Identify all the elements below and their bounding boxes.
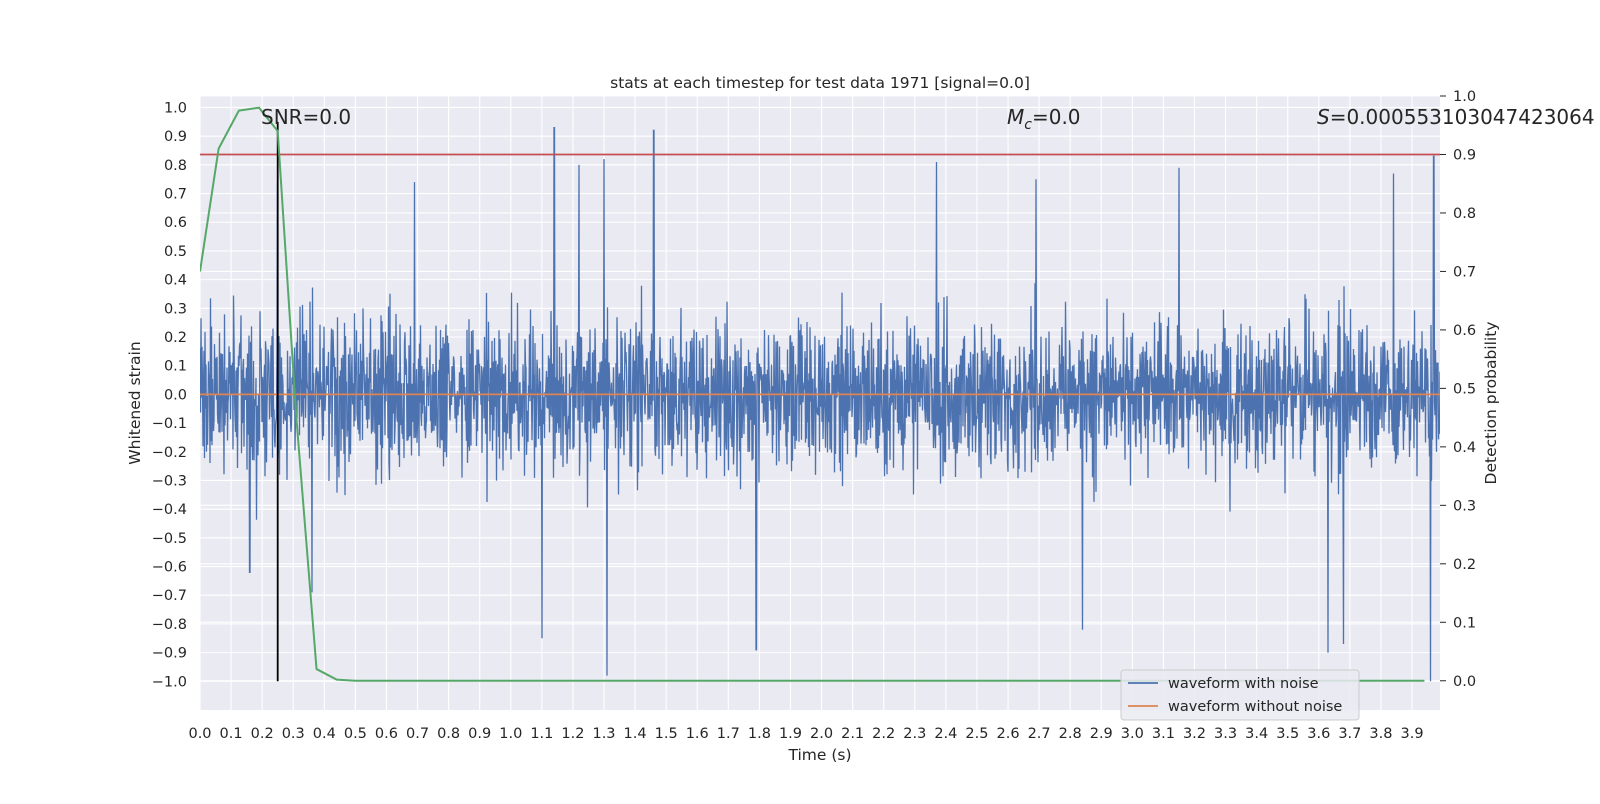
y-tick-label: 0.4 [164,273,187,289]
x-tick-label: 1.9 [779,726,802,742]
x-tick-label: 1.4 [624,726,647,742]
x-tick-label: 2.0 [810,726,833,742]
x-tick-label: 0.5 [344,726,367,742]
x-tick-label: 2.8 [1059,726,1082,742]
legend-label-noise: waveform with noise [1168,676,1319,692]
y-right-axis-label: Detection probability [1482,322,1500,485]
x-tick-label: 2.7 [1028,726,1051,742]
y-tick-label: 0.5 [164,244,187,260]
y-tick-label: −0.4 [152,502,187,518]
x-tick-label: 0.8 [437,726,460,742]
chirp-mass-value: =0.0 [1032,105,1081,129]
y-tick-label: −0.8 [152,617,187,633]
y-tick-label: −0.6 [152,560,187,576]
y-tick-label: 0.7 [164,187,187,203]
x-tick-label: 1.5 [655,726,678,742]
x-tick-label: 2.4 [934,726,957,742]
x-tick-label: 3.9 [1400,726,1423,742]
x-tick-label: 3.6 [1307,726,1330,742]
x-tick-label: 1.2 [561,726,584,742]
y-right-tick-label: 0.6 [1453,323,1476,339]
y-right-tick-label: 0.0 [1453,674,1476,690]
y-tick-label: 1.0 [164,100,187,116]
x-tick-label: 3.2 [1183,726,1206,742]
x-tick-label: 0.2 [251,726,274,742]
y-tick-label: 0.2 [164,330,187,346]
y-tick-label: 0.6 [164,215,187,231]
y-tick-label: 0.0 [164,387,187,403]
x-tick-label: 1.7 [717,726,740,742]
x-tick-label: 0.4 [313,726,336,742]
y-right-tick-labels: 1.0 0.9 0.8 0.7 0.6 0.5 0.4 0.3 0.2 0.1 0.0 [1440,89,1476,690]
x-tick-label: 0.3 [282,726,305,742]
x-tick-label: 2.2 [872,726,895,742]
chirp-mass-symbol: M [1007,105,1024,129]
y-right-tick-label: 0.7 [1453,264,1476,280]
snr-annotation: SNR=0.0 [261,105,351,129]
x-tick-label: 2.5 [965,726,988,742]
y-right-tick-label: 0.1 [1453,615,1476,631]
y-tick-label: −0.9 [152,646,187,662]
x-tick-label: 0.1 [220,726,243,742]
y-axis-label: Whitened strain [126,341,144,464]
y-tick-label: −0.5 [152,531,187,547]
x-tick-label: 0.0 [188,726,211,742]
y-right-tick-label: 1.0 [1453,89,1476,105]
x-tick-label: 3.4 [1245,726,1268,742]
legend-box [1120,669,1360,721]
x-tick-label: 0.6 [375,726,398,742]
s-annotation: S=0.000553103047423064 [1317,105,1595,129]
y-right-tick-label: 0.2 [1453,557,1476,573]
plot-series [200,106,1440,682]
x-tick-label: 1.6 [686,726,709,742]
series-waveform-with-noise [200,126,1440,682]
y-tick-label: −1.0 [152,674,187,690]
x-tick-label: 0.7 [406,726,429,742]
chart-title: stats at each timestep for test data 197… [610,74,1030,92]
legend: waveform with noise waveform without noi… [1120,669,1360,721]
y-tick-label: 0.3 [164,301,187,317]
x-tick-label: 3.7 [1338,726,1361,742]
x-tick-label: 1.3 [592,726,615,742]
chirp-mass-subscript: c [1024,117,1032,133]
y-tick-label: 0.9 [164,129,187,145]
x-tick-label: 2.6 [996,726,1019,742]
y-tick-label: −0.2 [152,445,187,461]
y-tick-labels: 1.0 0.9 0.8 0.7 0.6 0.5 0.4 0.3 0.2 0.1 0.0 −0.1 −0.… [152,100,187,690]
y-right-tick-label: 0.9 [1453,147,1476,163]
x-tick-label: 2.1 [841,726,864,742]
y-tick-label: −0.3 [152,473,187,489]
x-tick-label: 3.8 [1369,726,1392,742]
s-value: =0.000553103047423064 [1330,105,1595,129]
y-right-tick-label: 0.4 [1453,440,1476,456]
y-tick-label: 0.8 [164,158,187,174]
x-axis-label: Time (s) [787,746,851,764]
y-tick-label: −0.1 [152,416,187,432]
x-tick-label: 2.3 [903,726,926,742]
chirp-mass-annotation: Mc=0.0 [1007,105,1081,133]
x-tick-label: 3.5 [1276,726,1299,742]
y-tick-label: 0.1 [164,359,187,375]
x-tick-label: 1.8 [748,726,771,742]
x-tick-label: 1.1 [530,726,553,742]
x-tick-label: 1.0 [499,726,522,742]
y-right-tick-label: 0.5 [1453,381,1476,397]
x-tick-label: 3.1 [1152,726,1175,742]
x-tick-label: 3.0 [1121,726,1144,742]
y-right-tick-label: 0.8 [1453,206,1476,222]
x-tick-label: 2.9 [1090,726,1113,742]
series-detection-probability [200,106,1425,682]
y-tick-label: −0.7 [152,588,187,604]
x-tick-label: 0.9 [468,726,491,742]
x-tick-label: 3.3 [1214,726,1237,742]
legend-label-clean: waveform without noise [1168,699,1342,715]
x-tick-labels: 0.0 0.1 0.2 0.3 0.4 0.5 0.6 0.7 0.8 0.9 1.0 1.1 1.2 1… [188,726,1423,742]
y-right-tick-label: 0.3 [1453,498,1476,514]
s-symbol: S [1317,105,1330,129]
